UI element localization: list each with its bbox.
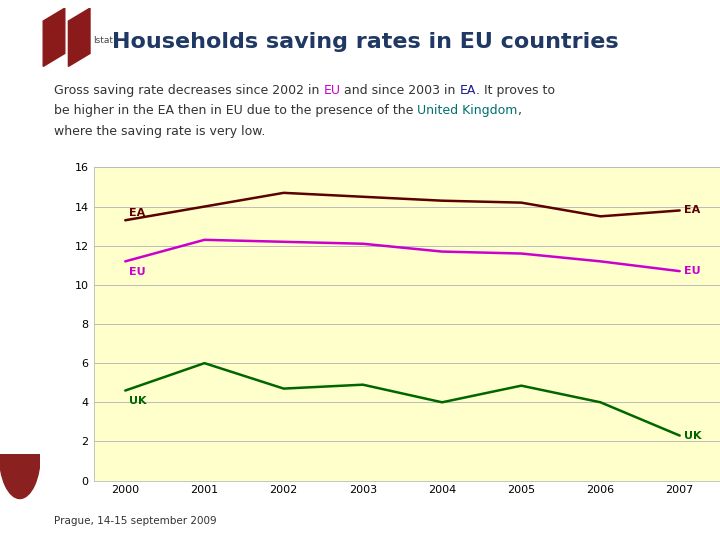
Text: . It proves to: . It proves to	[476, 84, 555, 97]
Text: EU: EU	[684, 266, 701, 276]
Text: Households saving rates in EU countries: Households saving rates in EU countries	[112, 32, 618, 52]
Polygon shape	[43, 8, 65, 66]
Text: Prague, 14-15 september 2009: Prague, 14-15 september 2009	[54, 516, 217, 526]
Text: Istat: Istat	[94, 36, 114, 45]
Text: United Kingdom: United Kingdom	[418, 104, 518, 117]
Text: EA: EA	[129, 208, 145, 218]
Text: EA: EA	[684, 205, 700, 215]
Text: EA: EA	[460, 84, 476, 97]
Text: ,: ,	[518, 104, 522, 117]
Text: where the saving rate is very low.: where the saving rate is very low.	[54, 125, 266, 138]
Text: and since 2003 in: and since 2003 in	[341, 84, 460, 97]
Text: UK: UK	[129, 396, 147, 407]
Text: EU: EU	[129, 267, 146, 277]
Text: UK: UK	[684, 430, 701, 441]
Polygon shape	[68, 8, 90, 66]
Wedge shape	[0, 454, 40, 498]
Text: Gross saving rate decreases since 2002 in: Gross saving rate decreases since 2002 i…	[54, 84, 323, 97]
Text: be higher in the EA then in EU due to the presence of the: be higher in the EA then in EU due to th…	[54, 104, 418, 117]
Text: EU: EU	[323, 84, 341, 97]
